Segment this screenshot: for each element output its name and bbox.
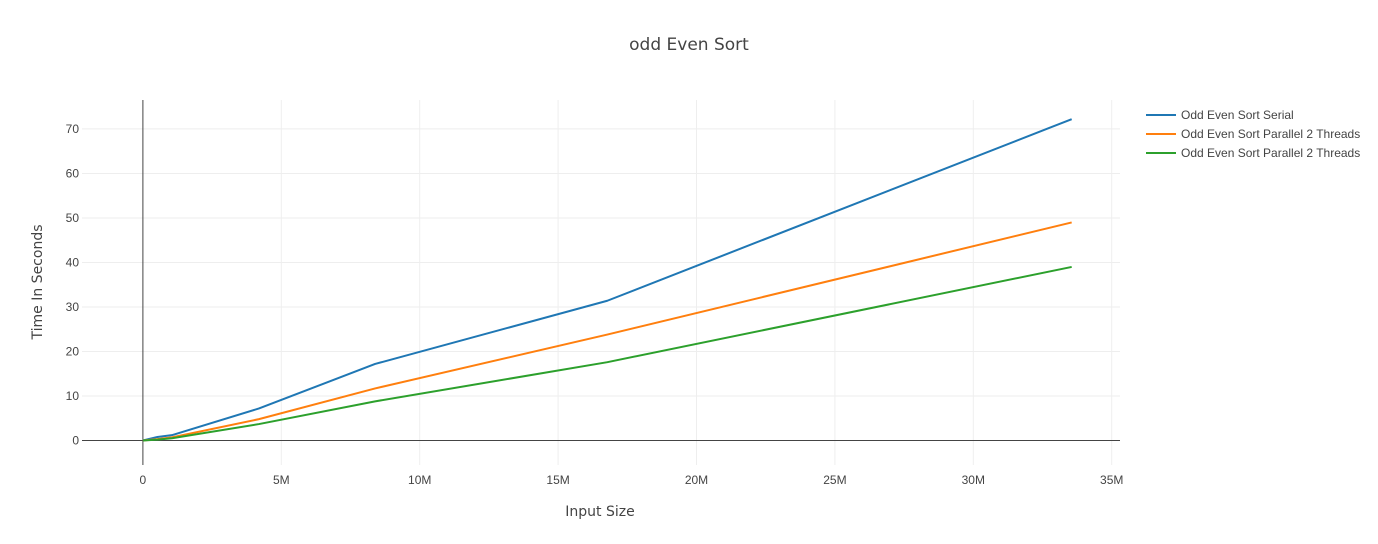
y-tick-label: 30: [66, 300, 80, 314]
series-line-1: [142, 118, 1073, 442]
x-axis-title: Input Size: [565, 504, 634, 520]
legend[interactable]: Odd Even Sort Serial Odd Even Sort Parall…: [1146, 108, 1360, 160]
y-axis-ticks: 0 10 20 30 40 50 60 70: [66, 122, 80, 448]
y-tick-label: 10: [66, 389, 80, 403]
x-tick-label: 35M: [1100, 473, 1123, 487]
x-tick-label: 15M: [546, 473, 569, 487]
y-tick-label: 60: [66, 166, 80, 180]
legend-item-1[interactable]: Odd Even Sort Serial: [1146, 108, 1294, 122]
y-tick-label: 50: [66, 211, 80, 225]
legend-label: Odd Even Sort Serial: [1181, 108, 1294, 122]
x-tick-label: 20M: [685, 473, 708, 487]
y-tick-label: 40: [66, 255, 80, 269]
legend-item-2[interactable]: Odd Even Sort Parallel 2 Threads: [1146, 127, 1360, 141]
x-tick-label: 25M: [823, 473, 846, 487]
chart-title: odd Even Sort: [629, 35, 749, 55]
x-tick-label: 10M: [408, 473, 431, 487]
x-tick-label: 0: [140, 473, 147, 487]
y-axis-title: Time In Seconds: [30, 225, 46, 341]
grid-lines: [82, 100, 1120, 465]
y-tick-label: 20: [66, 344, 80, 358]
legend-item-3[interactable]: Odd Even Sort Parallel 2 Threads: [1146, 146, 1360, 160]
series-line-3: [142, 265, 1072, 442]
y-tick-label: 0: [72, 434, 79, 448]
y-tick-label: 70: [66, 122, 80, 136]
x-axis-ticks: 0 5M 10M 15M 20M 25M 30M 35M: [140, 473, 1124, 487]
legend-label: Odd Even Sort Parallel 2 Threads: [1181, 146, 1360, 160]
axes: [82, 100, 1120, 465]
x-tick-label: 5M: [273, 473, 290, 487]
x-tick-label: 30M: [962, 473, 985, 487]
series-lines: [142, 118, 1073, 442]
legend-label: Odd Even Sort Parallel 2 Threads: [1181, 127, 1360, 141]
